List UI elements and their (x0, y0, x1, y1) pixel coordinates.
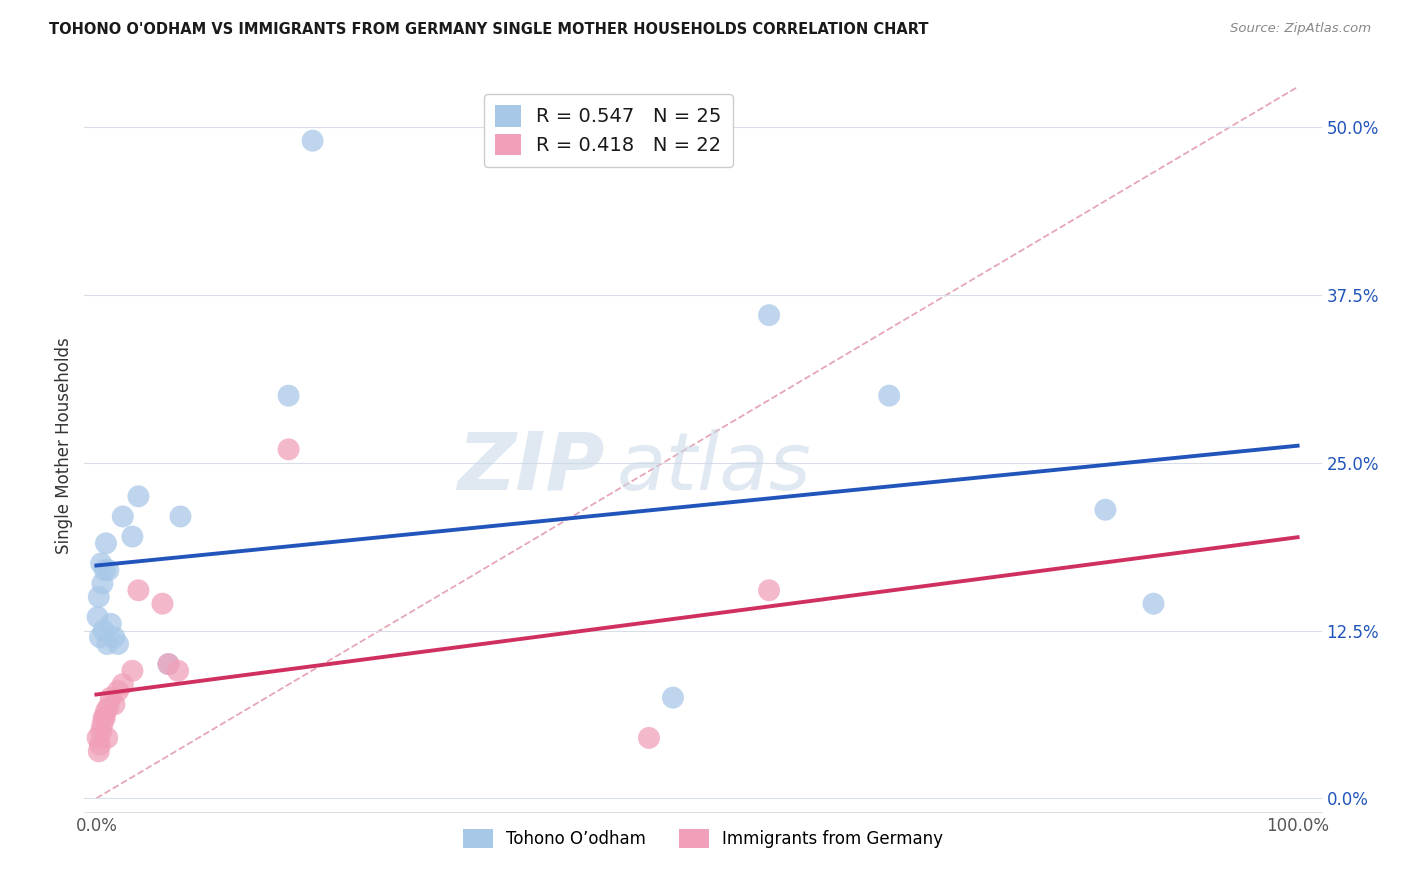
Point (103, 630, 125, 644)
Point (86, 610, 108, 624)
Point (111, 509, 134, 524)
Text: Source: ZipAtlas.com: Source: ZipAtlas.com (1230, 22, 1371, 36)
Point (96, 731, 118, 745)
Point (127, 489, 149, 503)
Point (758, 583, 780, 598)
Point (94, 536, 117, 550)
Point (89, 738, 111, 752)
Point (157, 657, 180, 671)
Point (1142, 597, 1164, 611)
Point (107, 684, 129, 698)
Point (87, 744, 110, 758)
Point (152, 597, 174, 611)
Point (167, 664, 190, 678)
Point (91, 576, 114, 591)
Point (103, 698, 125, 712)
Point (1094, 502, 1116, 516)
Point (97, 563, 120, 577)
Point (301, 134, 323, 148)
Point (157, 657, 180, 671)
Point (97, 700, 120, 714)
Point (90, 724, 112, 739)
Point (111, 677, 134, 691)
Point (100, 616, 122, 631)
Point (89, 630, 111, 644)
Point (107, 637, 129, 651)
Point (96, 637, 118, 651)
Text: ZIP: ZIP (457, 429, 605, 507)
Point (87, 590, 110, 604)
Point (638, 731, 661, 745)
Point (91, 717, 114, 731)
Y-axis label: Single Mother Households: Single Mother Households (55, 338, 73, 554)
Legend: Tohono O’odham, Immigrants from Germany: Tohono O’odham, Immigrants from Germany (456, 822, 950, 855)
Point (90, 557, 112, 571)
Point (94, 704, 117, 718)
Point (94, 711, 117, 725)
Point (127, 583, 149, 598)
Text: TOHONO O'ODHAM VS IMMIGRANTS FROM GERMANY SINGLE MOTHER HOUSEHOLDS CORRELATION C: TOHONO O'ODHAM VS IMMIGRANTS FROM GERMAN… (49, 22, 929, 37)
Point (758, 308, 780, 322)
Point (93, 711, 115, 725)
Point (121, 530, 143, 544)
Point (277, 389, 299, 403)
Point (100, 690, 122, 705)
Point (277, 442, 299, 457)
Point (93, 624, 115, 638)
Point (877, 389, 900, 403)
Point (86, 731, 108, 745)
Point (94, 563, 117, 577)
Point (662, 690, 685, 705)
Text: atlas: atlas (616, 429, 811, 507)
Point (169, 509, 191, 524)
Point (121, 664, 143, 678)
